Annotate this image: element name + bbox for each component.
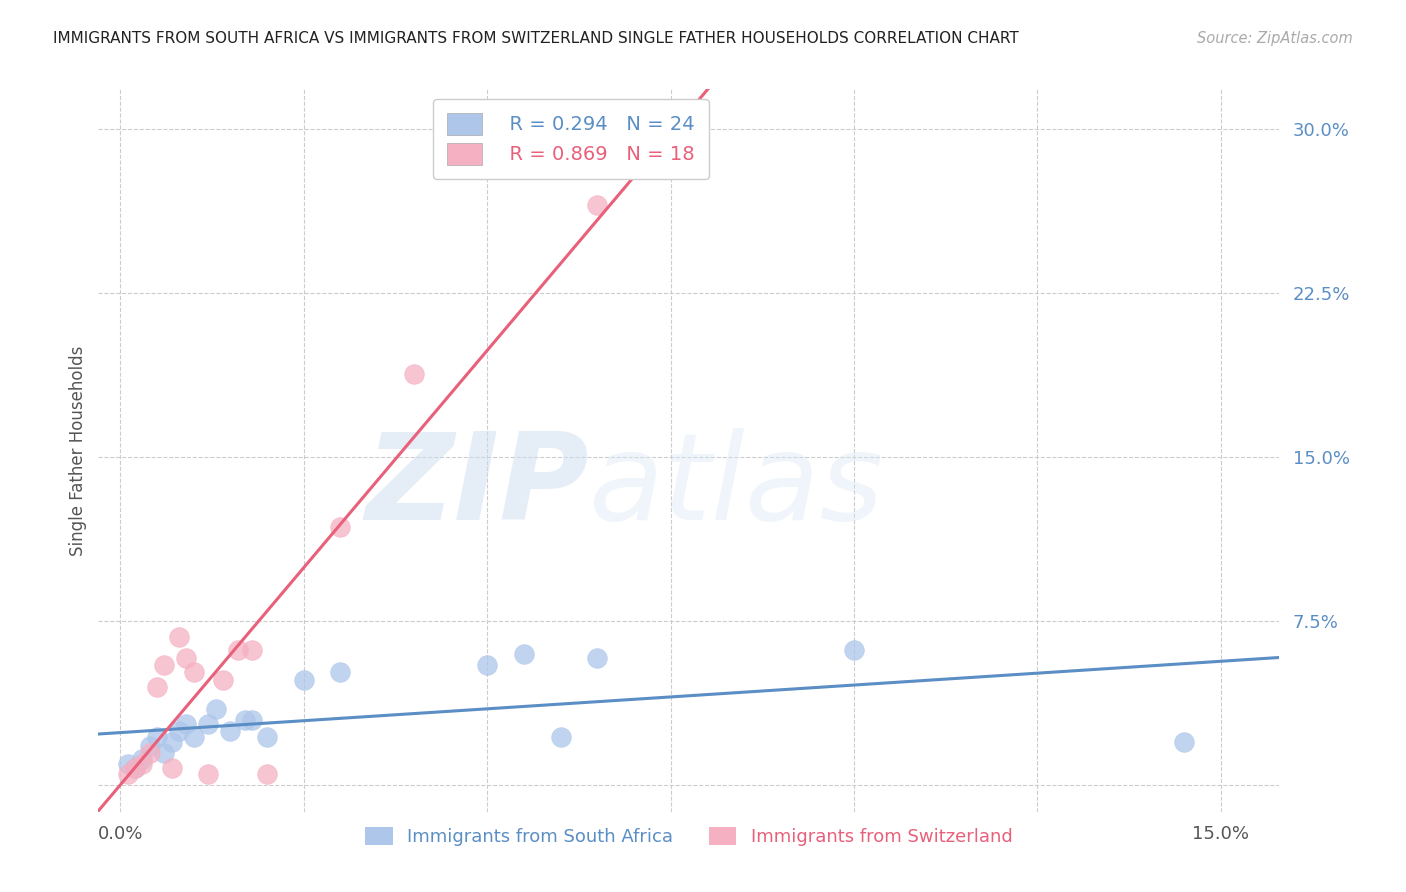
Point	[117, 767, 139, 781]
Point	[550, 731, 572, 745]
Point	[242, 713, 264, 727]
Point	[242, 642, 264, 657]
Text: IMMIGRANTS FROM SOUTH AFRICA VS IMMIGRANTS FROM SWITZERLAND SINGLE FATHER HOUSEH: IMMIGRANTS FROM SOUTH AFRICA VS IMMIGRAN…	[53, 31, 1019, 46]
Point	[160, 761, 183, 775]
Point	[1173, 734, 1195, 748]
Point	[586, 651, 609, 665]
Point	[197, 717, 219, 731]
Point	[226, 642, 249, 657]
Point	[204, 702, 226, 716]
Point	[117, 756, 139, 771]
Legend: Immigrants from South Africa, Immigrants from Switzerland: Immigrants from South Africa, Immigrants…	[359, 820, 1019, 854]
Point	[146, 680, 169, 694]
Point	[256, 731, 278, 745]
Point	[131, 752, 153, 766]
Point	[219, 723, 242, 738]
Point	[586, 198, 609, 212]
Text: ZIP: ZIP	[364, 428, 589, 545]
Y-axis label: Single Father Households: Single Father Households	[69, 345, 87, 556]
Point	[842, 642, 865, 657]
Point	[131, 756, 153, 771]
Point	[124, 761, 146, 775]
Point	[329, 665, 352, 679]
Point	[167, 723, 190, 738]
Point	[329, 520, 352, 534]
Point	[146, 731, 169, 745]
Point	[256, 767, 278, 781]
Point	[153, 746, 176, 760]
Point	[197, 767, 219, 781]
Point	[176, 717, 198, 731]
Point	[160, 734, 183, 748]
Point	[139, 739, 162, 753]
Point	[183, 731, 205, 745]
Point	[477, 658, 499, 673]
Point	[167, 630, 190, 644]
Point	[124, 761, 146, 775]
Text: Source: ZipAtlas.com: Source: ZipAtlas.com	[1197, 31, 1353, 46]
Point	[402, 367, 425, 381]
Point	[212, 673, 235, 688]
Point	[292, 673, 315, 688]
Point	[176, 651, 198, 665]
Point	[513, 647, 536, 661]
Text: atlas: atlas	[589, 428, 884, 545]
Point	[139, 746, 162, 760]
Point	[183, 665, 205, 679]
Point	[153, 658, 176, 673]
Point	[233, 713, 256, 727]
